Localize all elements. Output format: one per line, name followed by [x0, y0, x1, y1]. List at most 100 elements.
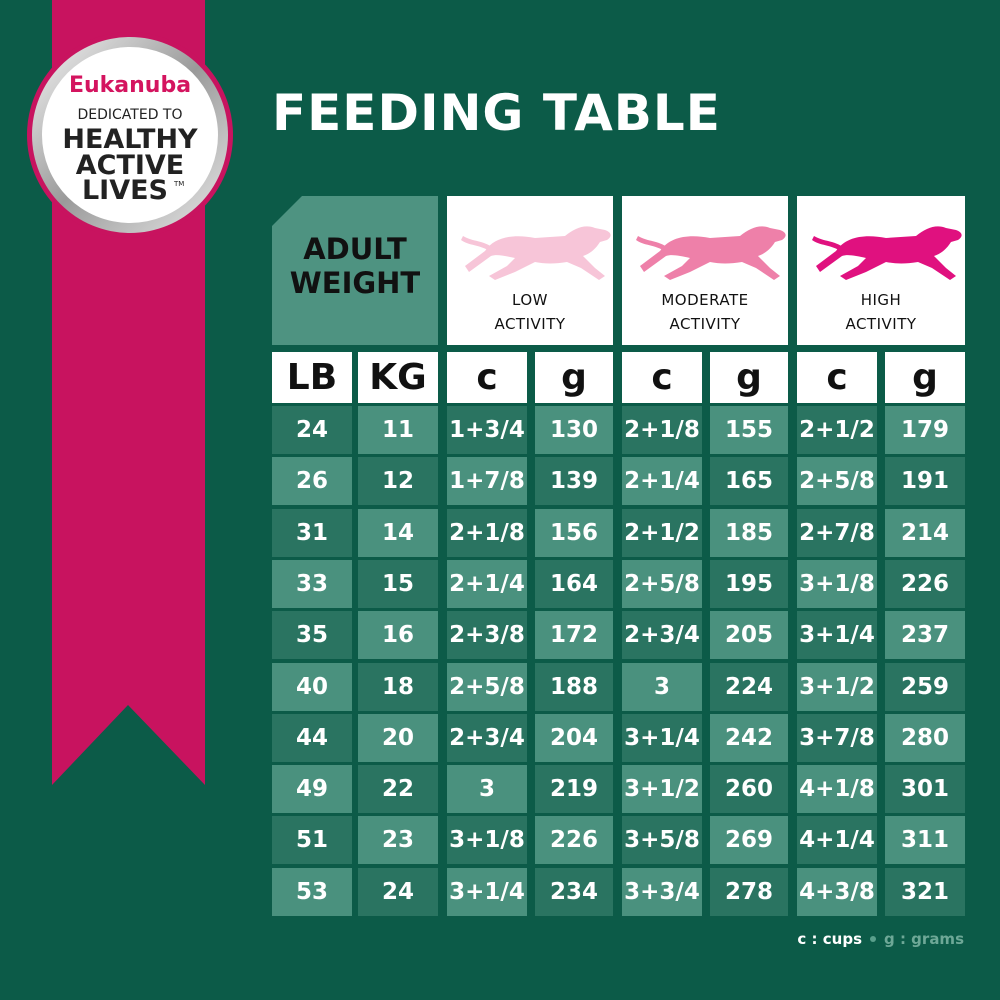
table-cell: 2+1/4 [622, 457, 702, 506]
legend-item: c : cups [797, 930, 862, 948]
table-cell: 15 [358, 559, 438, 608]
table-cell: 53 [272, 867, 352, 916]
table-cell: 3+1/8 [797, 559, 877, 608]
table-cell: 4+3/8 [797, 867, 877, 916]
table-cell: 205 [710, 611, 788, 660]
table-cell: 259 [885, 662, 965, 711]
table-cell: 2+5/8 [447, 662, 527, 711]
badge-text: DEDICATED TO [78, 107, 183, 123]
activity-label-line: MODERATE [661, 291, 749, 309]
table-cell: 3+7/8 [797, 713, 877, 762]
table-cell: 179 [885, 406, 965, 454]
table-cell: 3 [447, 765, 527, 814]
table-cell: 2+7/8 [797, 508, 877, 557]
table-cell: 2+3/4 [447, 713, 527, 762]
weight-header-bg [272, 196, 438, 345]
table-cell: 35 [272, 611, 352, 660]
ribbon-badge: Eukanuba DEDICATED TO HEALTHY ACTIVE LIV… [27, 0, 233, 785]
table-cell: 14 [358, 508, 438, 557]
brand: Eukanuba [69, 73, 191, 98]
unit-header: g [710, 352, 788, 403]
table-cell: 24 [358, 867, 438, 916]
table-cell: 130 [535, 406, 613, 454]
unit-header: g [885, 352, 965, 403]
activity-header: HIGH ACTIVITY [797, 196, 965, 345]
table-cell: 278 [710, 867, 788, 916]
activity-header: MODERATE ACTIVITY [622, 196, 788, 345]
table-cell: 44 [272, 713, 352, 762]
table-cell: 301 [885, 765, 965, 814]
table-cell: 3+1/4 [447, 867, 527, 916]
badge-text: ACTIVE [76, 150, 185, 181]
table-cell: 139 [535, 457, 613, 506]
weight-header: ADULT WEIGHT [272, 232, 438, 300]
weight-header-line: ADULT [303, 232, 407, 266]
unit-header: c [797, 352, 877, 403]
table-cell: 26 [272, 457, 352, 506]
table-cell: 3+1/4 [797, 611, 877, 660]
table-cell: 321 [885, 867, 965, 916]
activity-label-line: ACTIVITY [494, 315, 566, 333]
table-cell: 2+1/2 [797, 406, 877, 454]
activity-label: HIGH ACTIVITY [797, 288, 965, 336]
activity-label: LOW ACTIVITY [447, 288, 613, 336]
table-cell: 40 [272, 662, 352, 711]
table-cell: 260 [710, 765, 788, 814]
table-cell: 4+1/4 [797, 816, 877, 865]
table-cell: 3+3/4 [622, 867, 702, 916]
activity-header: LOW ACTIVITY [447, 196, 613, 345]
table-cell: 242 [710, 713, 788, 762]
unit-header: LB [272, 352, 352, 403]
table-cell: 280 [885, 713, 965, 762]
table-cell: 219 [535, 765, 613, 814]
legend-item: g : grams [884, 930, 964, 948]
table-cell: 23 [358, 816, 438, 865]
dog [636, 226, 786, 280]
unit-header: c [622, 352, 702, 403]
unit-header: c [447, 352, 527, 403]
table-cell: 155 [710, 406, 788, 454]
table-cell: 18 [358, 662, 438, 711]
table-cell: 156 [535, 508, 613, 557]
badge-text: LIVES [82, 175, 168, 206]
table-cell: 185 [710, 508, 788, 557]
legend: c : cups g : grams [797, 930, 964, 948]
dog-icon [812, 226, 962, 280]
table-cell: 3+5/8 [622, 816, 702, 865]
table-cell: 172 [535, 611, 613, 660]
table-cell: 16 [358, 611, 438, 660]
table-cell: 3+1/4 [622, 713, 702, 762]
trademark: TM [173, 180, 184, 188]
table-cell: 226 [885, 559, 965, 608]
table-cell: 2+1/2 [622, 508, 702, 557]
table-cell: 2+1/8 [447, 508, 527, 557]
table-cell: 1+3/4 [447, 406, 527, 454]
table-cell: 20 [358, 713, 438, 762]
table-cell: 224 [710, 662, 788, 711]
activity-label: MODERATE ACTIVITY [622, 288, 788, 336]
activity-label-line: HIGH [860, 291, 902, 309]
table-cell: 31 [272, 508, 352, 557]
table-cell: 311 [885, 816, 965, 865]
table-cell: 12 [358, 457, 438, 506]
activity-label-line: ACTIVITY [669, 315, 741, 333]
table-cell: 11 [358, 406, 438, 454]
dog [461, 226, 611, 280]
table-cell: 269 [710, 816, 788, 865]
table-cell: 165 [710, 457, 788, 506]
table-cell: 3 [622, 662, 702, 711]
table-cell: 2+3/4 [622, 611, 702, 660]
badge-face [42, 47, 218, 223]
table-cell: 22 [358, 765, 438, 814]
table-cell: 33 [272, 559, 352, 608]
dog [812, 226, 962, 280]
table-cell: 2+3/8 [447, 611, 527, 660]
legend-dot [870, 936, 876, 942]
table-cell: 226 [535, 816, 613, 865]
table-cell: 234 [535, 867, 613, 916]
table-cell: 24 [272, 406, 352, 454]
weight-header-line: WEIGHT [289, 266, 421, 300]
table-cell: 2+5/8 [797, 457, 877, 506]
table-cell: 4+1/8 [797, 765, 877, 814]
